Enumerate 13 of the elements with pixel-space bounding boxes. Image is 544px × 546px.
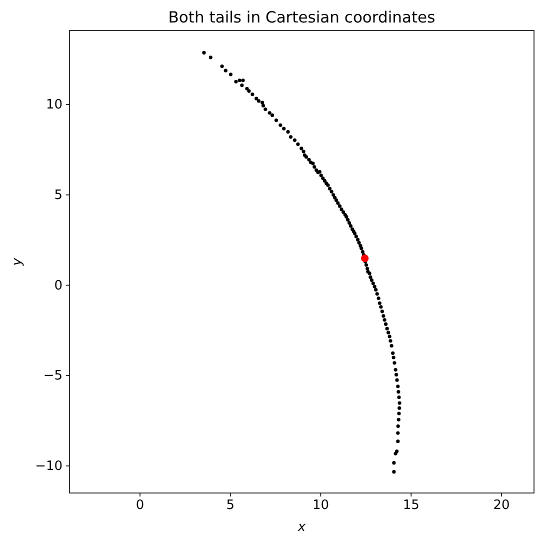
x-tick-label: 20 xyxy=(493,498,510,514)
y-axis-title: y xyxy=(10,258,25,267)
x-tick-label: 5 xyxy=(226,498,234,514)
x-axis-title: x xyxy=(296,520,306,535)
y-tick-label: 5 xyxy=(54,188,62,204)
y-tick-label: −5 xyxy=(43,368,62,384)
y-tick-label: 0 xyxy=(54,278,62,294)
x-tick-label: 10 xyxy=(312,498,329,514)
y-tick-label: 10 xyxy=(46,98,62,113)
chart-title: Both tails in Cartesian coordinates xyxy=(168,8,436,26)
x-tick-label: 0 xyxy=(136,498,144,514)
x-tick-label: 15 xyxy=(402,498,420,514)
y-tick-label: −10 xyxy=(35,459,62,474)
